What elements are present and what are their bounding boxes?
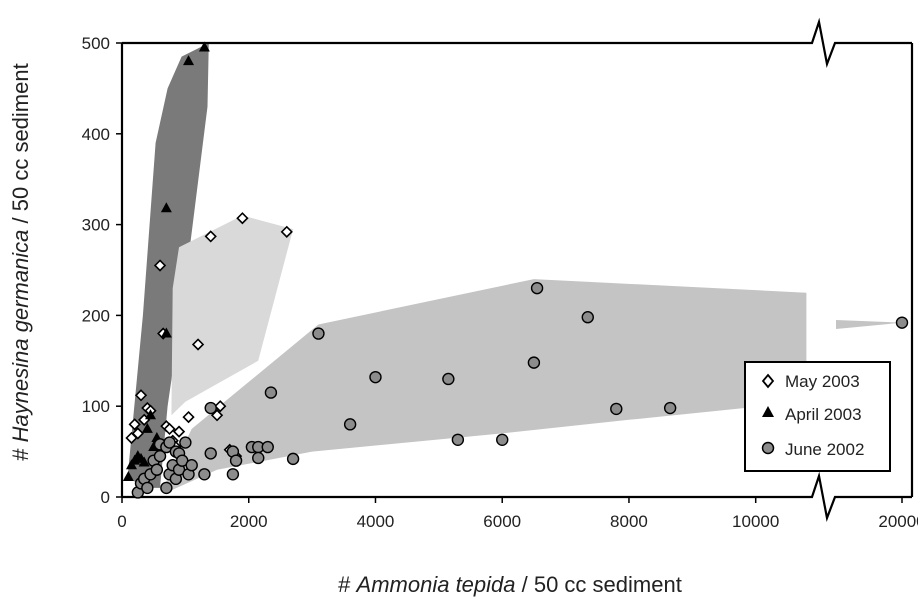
legend-circle-marker	[761, 441, 775, 455]
point-june-2002	[610, 402, 623, 416]
point-june-2002	[264, 386, 278, 399]
point-june-2002	[312, 327, 325, 340]
point-june-2002	[530, 281, 544, 295]
point-june-2002	[581, 311, 594, 324]
point-june-2002	[204, 447, 217, 460]
point-april-2003	[160, 327, 172, 338]
legend-triangle-marker	[762, 406, 774, 417]
y-ticks: 0 100 200 300 400 500	[82, 34, 122, 507]
point-may-2003	[182, 410, 195, 424]
point-april-2003	[183, 55, 195, 66]
point-june-2002	[153, 449, 167, 463]
y-tick-label: 300	[82, 216, 110, 235]
point-june-2002	[198, 468, 211, 481]
legend-label-june: June 2002	[785, 440, 864, 459]
x-axis-title: # Ammonia tepida / 50 cc sediment	[338, 572, 682, 597]
x-axis-line	[122, 471, 912, 523]
point-june-2002	[160, 481, 173, 495]
y-axis-prefix: #	[8, 442, 33, 460]
point-june-2002	[895, 316, 909, 329]
point-june-2002	[179, 436, 192, 449]
point-june-2002	[496, 433, 509, 446]
point-may-2003	[191, 338, 205, 351]
point-april-2003	[138, 456, 150, 467]
y-axis-species: Haynesina germanica	[8, 230, 33, 443]
point-may-2003	[128, 418, 141, 431]
legend-item-april: April 2003	[762, 405, 862, 424]
y-tick-label: 100	[82, 397, 110, 416]
plot-frame	[120, 17, 914, 523]
y-axis-title: # Haynesina germanica / 50 cc sediment	[8, 63, 33, 460]
point-june-2002	[286, 452, 300, 466]
x-axis-prefix: #	[338, 572, 356, 597]
points-layer	[122, 41, 909, 499]
point-may-2003	[163, 422, 176, 436]
y-tick-label: 400	[82, 125, 110, 144]
legend-item-june: June 2002	[761, 440, 864, 459]
legend-label-april: April 2003	[785, 405, 862, 424]
point-june-2002	[150, 463, 164, 476]
point-april-2003	[141, 422, 153, 433]
x-tick-label: 2000	[230, 512, 268, 531]
y-tick-label: 0	[101, 488, 110, 507]
x-tick-label: 6000	[483, 512, 521, 531]
point-may-2003	[172, 425, 186, 438]
legend: May 2003 April 2003 June 2002	[744, 361, 891, 472]
point-june-2002	[252, 451, 265, 465]
x-tick-label: 8000	[610, 512, 648, 531]
y-tick-label: 200	[82, 306, 110, 325]
x-axis-suffix: / 50 cc sediment	[516, 572, 682, 597]
y-axis-suffix: / 50 cc sediment	[8, 63, 33, 229]
point-may-2003	[131, 427, 144, 440]
envelope-june-tail	[836, 319, 902, 330]
point-june-2002	[141, 481, 154, 495]
point-june-2002	[451, 433, 465, 446]
legend-label-may: May 2003	[785, 372, 860, 391]
point-june-2002	[369, 370, 382, 384]
x-tick-label: 10000	[732, 512, 779, 531]
point-may-2003	[214, 400, 227, 413]
envelope-0	[128, 43, 209, 488]
point-june-2002	[185, 459, 198, 472]
point-june-2002	[527, 356, 541, 369]
legend-diamond-marker	[761, 373, 775, 389]
point-june-2002	[261, 440, 274, 454]
point-june-2002	[204, 401, 217, 415]
point-june-2002	[229, 454, 243, 467]
point-june-2002	[663, 401, 677, 415]
point-june-2002	[226, 468, 240, 481]
top-axis-line	[122, 17, 912, 69]
point-june-2002	[442, 372, 455, 386]
point-may-2003	[153, 259, 167, 272]
x-tick-label: 4000	[357, 512, 395, 531]
point-april-2003	[122, 471, 134, 482]
legend-item-may: May 2003	[761, 372, 860, 391]
y-tick-label: 500	[82, 34, 110, 53]
x-tick-label: 0	[117, 512, 126, 531]
point-may-2003	[204, 230, 217, 243]
x-axis-species: Ammonia tepida	[355, 572, 516, 597]
point-april-2003	[145, 409, 157, 420]
point-april-2003	[160, 202, 172, 213]
point-june-2002	[163, 436, 176, 449]
point-may-2003	[280, 225, 293, 238]
point-june-2002	[343, 418, 357, 431]
point-may-2003	[236, 212, 249, 225]
point-april-2003	[198, 41, 210, 52]
point-may-2003	[134, 389, 148, 402]
envelope-1	[171, 215, 294, 416]
